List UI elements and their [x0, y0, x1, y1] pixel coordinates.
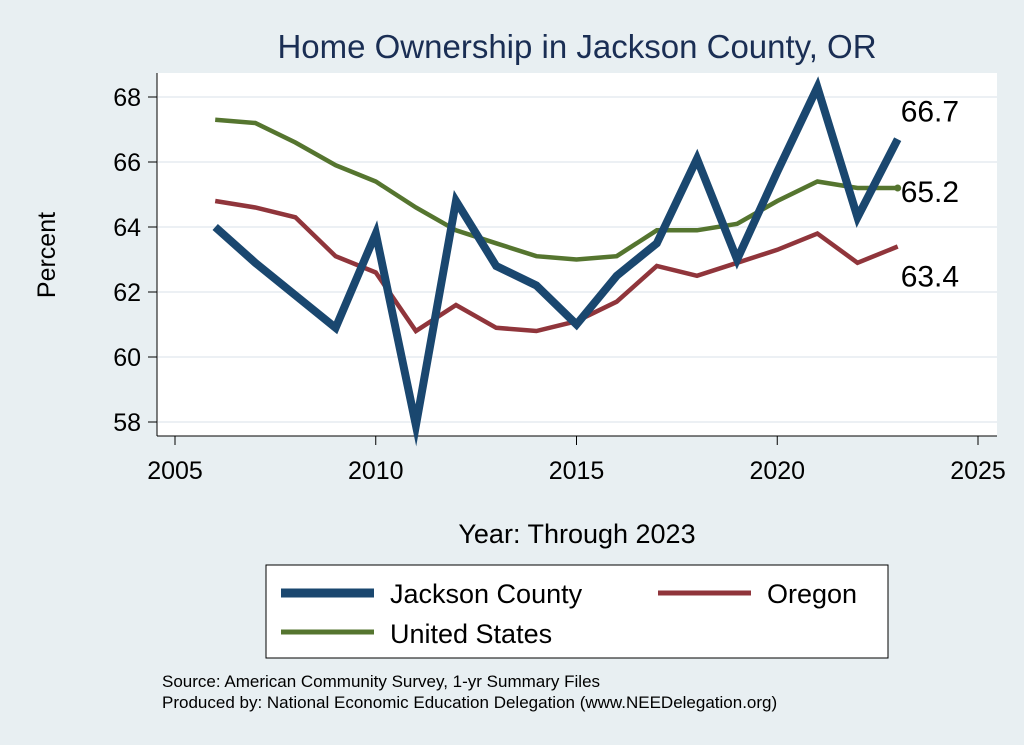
- y-tick-label-64: 64: [113, 214, 141, 242]
- series-line-jackson-county: [212, 76, 902, 447]
- y-tick-label-60: 60: [113, 344, 141, 372]
- series-line-united-states: [215, 117, 898, 262]
- end-labels: 66.7 63.4 65.2: [901, 95, 959, 293]
- y-tick-label-68: 68: [113, 84, 141, 112]
- y-tick-label-66: 66: [113, 149, 141, 177]
- end-label-united-states: 65.2: [901, 176, 959, 209]
- x-axis-label: Year: Through 2023: [458, 519, 695, 549]
- end-label-oregon: 63.4: [901, 261, 959, 294]
- producer-note: Produced by: National Economic Education…: [162, 693, 777, 712]
- y-tick-label-58: 58: [113, 409, 141, 437]
- x-tick-label-2015: 2015: [549, 457, 605, 485]
- chart-title: Home Ownership in Jackson County, OR: [277, 28, 876, 65]
- series-end-marker-united-states: [894, 184, 902, 192]
- source-note: Source: American Community Survey, 1-yr …: [162, 672, 600, 691]
- legend-box: [265, 564, 889, 659]
- grid-lines: [158, 96, 997, 423]
- y-tick-label-62: 62: [113, 279, 141, 307]
- x-tick-label-2010: 2010: [348, 457, 404, 485]
- series-lines: [212, 76, 902, 447]
- legend-label-oregon: Oregon: [767, 579, 857, 609]
- legend-label-jackson: Jackson County: [390, 579, 583, 609]
- y-axis-label: Percent: [33, 212, 61, 298]
- x-ticks: 2005 2010 2015 2020 2025: [147, 436, 1006, 485]
- series-line-oregon: [214, 198, 899, 335]
- x-tick-label-2025: 2025: [950, 457, 1006, 485]
- end-label-jackson-county: 66.7: [901, 95, 959, 128]
- y-ticks: 58 60 62 64 66 68: [113, 84, 157, 437]
- x-tick-label-2005: 2005: [147, 457, 203, 485]
- legend: Jackson County Oregon United States: [265, 564, 889, 659]
- x-tick-label-2020: 2020: [749, 457, 805, 485]
- plot-area: [157, 73, 997, 436]
- legend-label-united-states: United States: [390, 619, 552, 649]
